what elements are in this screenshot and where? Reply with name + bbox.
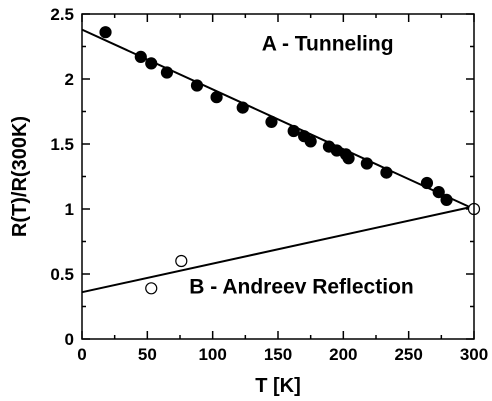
data-point-tunneling (287, 124, 300, 138)
data-point-tunneling (236, 101, 249, 114)
y-axis-label: R(T)/R(300K) (9, 116, 31, 237)
x-axis-label: T [K] (255, 375, 301, 397)
x-tick-label: 0 (77, 345, 86, 364)
x-tick-label: 150 (264, 345, 292, 364)
y-tick-label: 1.5 (50, 135, 74, 154)
data-point-tunneling (420, 176, 434, 190)
data-point-tunneling (380, 166, 393, 179)
y-tick-label: 0.5 (50, 265, 74, 284)
data-point-tunneling (190, 79, 204, 92)
fit-line-series-b (81, 205, 475, 294)
data-point-tunneling (265, 115, 278, 129)
x-tick-label: 300 (460, 345, 488, 364)
x-tick-label: 50 (138, 345, 157, 364)
annotation-tunneling: A - Tunneling (262, 32, 394, 55)
y-tick-label: 2.5 (50, 5, 74, 24)
data-point-tunneling (304, 135, 317, 148)
data-point-tunneling (440, 193, 453, 206)
data-point-tunneling (360, 157, 373, 170)
labels: T [K] R(T)/R(300K) A - Tunneling B - Andree… (9, 32, 414, 397)
data-point-andreev (175, 254, 188, 268)
y-tick-label: 1 (65, 200, 74, 219)
data-point-tunneling (432, 186, 445, 199)
y-tick-label: 2 (65, 70, 74, 89)
data-point-tunneling (134, 50, 147, 64)
x-tick-label: 250 (394, 345, 422, 364)
x-tick-label: 100 (198, 345, 226, 364)
y-tick-label: 0 (65, 330, 74, 349)
fit-lines (81, 28, 475, 294)
annotation-andreev: B - Andreev Reflection (189, 276, 413, 299)
data-point-tunneling (160, 66, 174, 79)
data-point-tunneling (210, 91, 223, 104)
data-point-tunneling (342, 152, 355, 165)
x-axis-ticks: 0 50 100 150 200 250 300 (77, 14, 488, 364)
plot-frame (81, 13, 475, 340)
data-point-tunneling (99, 26, 112, 39)
data-point-andreev (145, 282, 158, 295)
data-point-tunneling (145, 57, 158, 70)
data-points (99, 26, 481, 295)
x-tick-label: 200 (329, 345, 357, 364)
